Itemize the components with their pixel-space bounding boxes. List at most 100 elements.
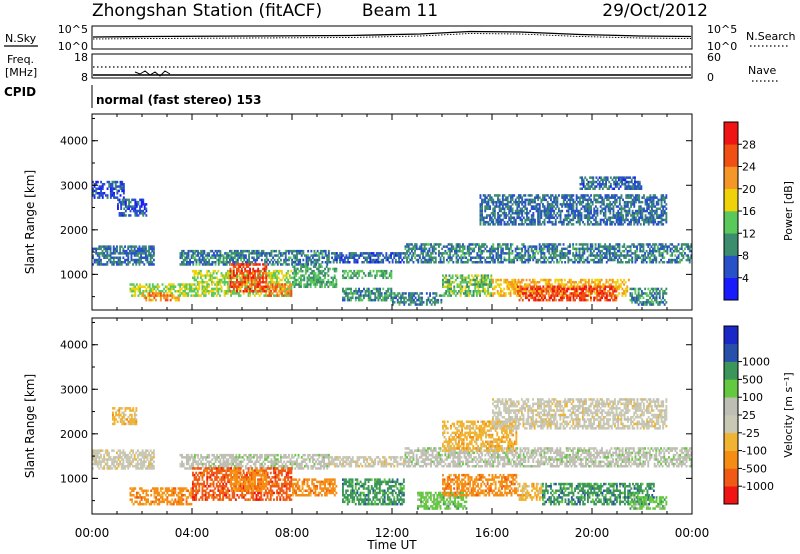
velocity-region: [92, 449, 155, 470]
x-tick-label: 00:00: [75, 526, 110, 540]
velocity-data-layer: [92, 398, 693, 510]
colorbar-segment: [724, 379, 738, 398]
y-tick-label: 2000: [60, 224, 88, 237]
velocity-region: [179, 453, 330, 470]
colorbar-tick-label: -100: [742, 445, 767, 458]
velocity-region: [404, 447, 693, 468]
nave-tick-top: 60: [707, 51, 721, 64]
velocity-region: [517, 482, 543, 501]
power-colorbar: 4 8 12 16 20 24 28 Power [dB]: [723, 121, 795, 301]
n-search-trace: [92, 33, 692, 40]
time-axis-label: Time UT: [366, 538, 417, 552]
y-tick-label: 2000: [60, 428, 88, 441]
x-tick-label: 04:00: [175, 526, 210, 540]
power-region: [629, 287, 668, 306]
colorbar-segment: [724, 211, 738, 234]
colorbar-tick-label: 500: [742, 373, 763, 386]
power-region: [342, 287, 393, 302]
power-region: [442, 274, 493, 297]
velocity-region: [329, 456, 405, 468]
power-region: [392, 292, 443, 306]
n-sky-tick-top: 10^5: [58, 23, 88, 36]
n-sky-tick-bottom: 10^0: [58, 40, 88, 53]
colorbar-tick-label: -500: [742, 462, 767, 475]
colorbar-tick-label: 16: [742, 205, 756, 218]
velocity-region: [229, 469, 268, 492]
colorbar-segment: [724, 144, 738, 167]
velocity-axes: 1000 2000 3000 4000 00:00 04:00 08:00 12:00 16:0…: [23, 317, 710, 540]
colorbar-tick-label: 20: [742, 183, 756, 196]
velocity-colorbar: -1000 -500 -100 -25 25 100 500 1000 Velocity [m …: [723, 325, 795, 505]
colorbar-segment: [724, 343, 738, 362]
y-tick-label: 3000: [60, 179, 88, 192]
x-tick-label: 16:00: [475, 526, 510, 540]
colorbar-tick-label: 28: [742, 138, 756, 151]
n-sky-label: N.Sky: [5, 32, 37, 45]
colorbar-tick-label: -25: [742, 427, 760, 440]
colorbar-tick-label: 100: [742, 391, 763, 404]
power-region: [342, 269, 393, 280]
freq-label-2: [MHz]: [5, 66, 37, 79]
colorbar-segment: [724, 486, 738, 505]
velocity-colorbar-label: Velocity [m s⁻¹]: [782, 372, 795, 457]
velocity-region: [442, 420, 518, 452]
power-data-layer: [92, 176, 693, 306]
y-tick-label: 4000: [60, 135, 88, 148]
power-region: [267, 283, 293, 297]
power-region: [329, 252, 405, 264]
x-tick-label: 00:00: [675, 526, 710, 540]
power-region: [517, 285, 618, 302]
freq-tick-top: 18: [74, 51, 88, 64]
colorbar-tick-label: 4: [742, 272, 749, 285]
colorbar-segment: [724, 450, 738, 469]
velocity-region: [629, 496, 668, 510]
colorbar-tick-label: 25: [742, 409, 756, 422]
beam-title: Beam 11: [362, 1, 438, 21]
power-region: [229, 263, 268, 293]
colorbar-tick-label: 24: [742, 161, 756, 174]
power-axes: 1000 2000 3000 4000 Slant Range [km]: [23, 113, 693, 311]
x-tick-label: 08:00: [275, 526, 310, 540]
velocity-region: [112, 407, 138, 426]
velocity-region: [442, 473, 518, 497]
power-y-axis-label: Slant Range [km]: [23, 170, 37, 274]
cpid-label: CPID: [4, 85, 36, 99]
colorbar-tick-label: 1000: [742, 356, 770, 369]
colorbar-segment: [724, 188, 738, 212]
power-region: [292, 265, 338, 288]
frequency-panel: [91, 53, 693, 79]
colorbar-tick-label: 8: [742, 250, 749, 263]
colorbar-segment: [724, 468, 738, 487]
velocity-region: [192, 467, 293, 501]
colorbar-segment: [724, 326, 738, 345]
velocity-region: [129, 487, 193, 506]
colorbar-segment: [724, 233, 738, 256]
power-colorbar-label: Power [dB]: [782, 181, 795, 241]
velocity-region: [292, 478, 338, 497]
colorbar-tick-label: 12: [742, 227, 756, 240]
colorbar-segment: [724, 122, 738, 145]
colorbar-tick-label: -1000: [742, 480, 774, 493]
y-tick-label: 3000: [60, 383, 88, 396]
n-search-tick-bottom: 10^0: [707, 40, 737, 53]
velocity-y-axis-label: Slant Range [km]: [23, 374, 37, 478]
power-region: [92, 245, 155, 266]
velocity-region: [417, 491, 468, 510]
power-region: [117, 198, 148, 217]
colorbar-segment: [724, 415, 738, 434]
colorbar-segment: [724, 277, 738, 301]
power-region: [479, 194, 668, 226]
power-region: [92, 180, 125, 199]
scan-count-panel: [91, 25, 693, 50]
freq-tick-bottom: 8: [81, 71, 88, 84]
colorbar-segment: [724, 166, 738, 190]
colorbar-segment: [724, 432, 738, 451]
x-tick-label: 12:00: [375, 526, 410, 540]
nave-label: Nave: [748, 64, 776, 77]
colorbar-segment: [724, 397, 738, 416]
velocity-region: [342, 478, 405, 506]
colorbar-segment: [724, 361, 738, 380]
power-region: [142, 292, 180, 302]
x-tick-label: 20:00: [575, 526, 610, 540]
